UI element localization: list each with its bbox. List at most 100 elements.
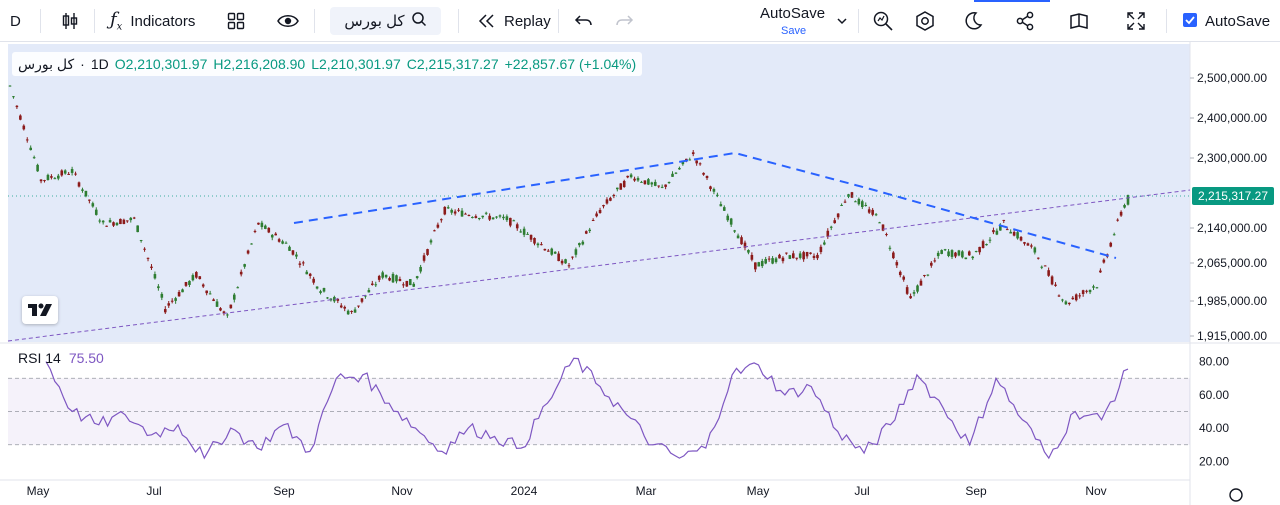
candle	[595, 213, 598, 217]
redo-icon	[614, 13, 634, 29]
theme-button[interactable]	[962, 0, 984, 42]
candle	[961, 251, 964, 258]
toolbar-divider	[94, 9, 95, 33]
grid-icon	[226, 11, 246, 31]
watch-button[interactable]	[276, 0, 300, 42]
candle	[84, 190, 88, 197]
rsi-label[interactable]: RSI 14	[18, 350, 61, 366]
candle	[60, 170, 64, 176]
candle	[505, 216, 509, 221]
candle	[322, 287, 326, 292]
candle	[933, 260, 937, 262]
candle	[201, 284, 205, 287]
candle	[205, 290, 208, 294]
publish-button[interactable]	[1068, 0, 1090, 42]
time-axis-label: Jul	[854, 484, 869, 498]
tradingview-logo[interactable]	[22, 296, 58, 324]
fullscreen-button[interactable]	[1126, 0, 1146, 42]
candle	[132, 217, 136, 219]
candle	[364, 295, 367, 297]
candle	[616, 187, 619, 190]
chart-canvas[interactable]: 2,500,000.00 2,400,000.00 2,300,000.00 2,14…	[0, 42, 1280, 505]
candle	[222, 311, 226, 314]
candle	[191, 275, 195, 281]
time-axis-label: Sep	[965, 484, 987, 498]
candle	[909, 296, 912, 299]
chart-type-button[interactable]	[60, 0, 80, 42]
candle	[36, 164, 39, 172]
undo-icon	[574, 13, 594, 29]
candle	[184, 282, 188, 286]
candle	[1095, 287, 1099, 289]
candle	[757, 262, 761, 267]
candle	[1057, 295, 1061, 297]
candle	[854, 201, 857, 203]
candle	[288, 246, 291, 251]
candle	[605, 199, 609, 204]
symbol-search-button[interactable]: کل بورس	[330, 7, 441, 35]
candle	[512, 220, 516, 222]
candle	[29, 147, 33, 151]
redo-button[interactable]	[614, 0, 634, 42]
candle	[747, 250, 750, 253]
candle	[892, 252, 895, 259]
autosave-dropdown[interactable]	[836, 0, 848, 42]
candle	[1081, 290, 1085, 294]
layouts-button[interactable]	[226, 0, 246, 42]
candle	[319, 291, 322, 293]
candle	[1019, 236, 1023, 241]
legend-dot: ·	[80, 56, 85, 72]
candles-icon	[60, 11, 80, 31]
gear-icon	[914, 10, 936, 32]
candle	[774, 258, 778, 263]
share-button[interactable]	[1014, 0, 1036, 42]
candle	[1109, 242, 1113, 247]
candle	[491, 217, 495, 220]
candle	[405, 280, 409, 287]
candle	[291, 250, 295, 255]
replay-button[interactable]: Replay	[478, 0, 551, 42]
candle	[481, 215, 485, 218]
candle	[1040, 266, 1044, 268]
autosave-title[interactable]: AutoSave	[760, 5, 826, 22]
candle	[74, 173, 77, 175]
candle	[626, 175, 629, 178]
candle	[129, 217, 133, 221]
candle	[695, 160, 698, 164]
candle	[992, 230, 995, 233]
candle	[519, 231, 522, 233]
candle	[633, 178, 636, 181]
candle	[912, 292, 916, 294]
indicators-button[interactable]: ƒx Indicators	[110, 0, 195, 42]
autosave-checkbox-label[interactable]: AutoSave	[1205, 12, 1271, 30]
candle	[1033, 247, 1037, 253]
toolbar-divider	[558, 9, 559, 33]
candle	[898, 271, 902, 276]
interval-button[interactable]: D	[10, 0, 21, 42]
quick-search-button[interactable]	[872, 0, 894, 42]
candle	[698, 163, 702, 165]
candle	[999, 224, 1002, 231]
last-price-label: 2,215,317.27	[1192, 187, 1274, 205]
candle	[881, 224, 885, 231]
candle	[298, 263, 302, 265]
candle	[974, 251, 978, 253]
candle	[1023, 242, 1026, 244]
candle	[302, 262, 305, 264]
candle	[791, 253, 795, 259]
candle	[1123, 205, 1126, 208]
candle	[857, 198, 861, 205]
candle	[377, 275, 381, 280]
candle	[381, 272, 384, 278]
undo-button[interactable]	[574, 0, 594, 42]
settings-button[interactable]	[914, 0, 936, 42]
candle	[274, 233, 277, 236]
candle	[163, 309, 167, 313]
top-toolbar: D ƒx Indicators کل بورس	[0, 0, 1280, 42]
autosave-checkbox[interactable]	[1183, 13, 1197, 27]
legend-symbol[interactable]: کل بورس	[18, 55, 75, 72]
chevron-down-icon	[836, 15, 848, 27]
candle	[212, 299, 215, 301]
candle	[664, 184, 667, 187]
time-axis-label: 2024	[511, 484, 538, 498]
